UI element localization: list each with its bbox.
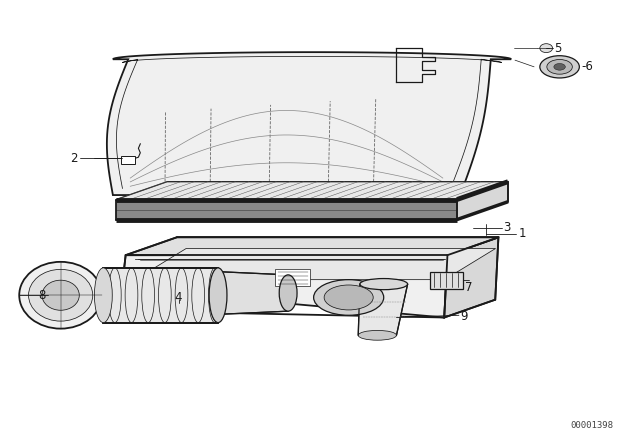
Ellipse shape xyxy=(358,331,396,340)
Text: 00001398: 00001398 xyxy=(570,421,613,430)
Ellipse shape xyxy=(29,269,93,321)
Text: 2: 2 xyxy=(70,151,78,164)
Polygon shape xyxy=(444,237,499,318)
Text: 9: 9 xyxy=(460,310,468,323)
Text: 4: 4 xyxy=(175,291,182,304)
Polygon shape xyxy=(116,182,508,199)
Polygon shape xyxy=(119,255,447,318)
Polygon shape xyxy=(103,268,218,323)
Polygon shape xyxy=(218,271,288,314)
FancyBboxPatch shape xyxy=(121,156,135,164)
Polygon shape xyxy=(457,182,508,220)
Text: 8: 8 xyxy=(38,289,46,302)
Ellipse shape xyxy=(314,280,384,315)
Polygon shape xyxy=(107,52,511,195)
Ellipse shape xyxy=(209,268,227,323)
Text: 1: 1 xyxy=(519,227,526,240)
Text: 3: 3 xyxy=(503,221,510,234)
Ellipse shape xyxy=(19,262,102,329)
Polygon shape xyxy=(125,237,499,255)
Polygon shape xyxy=(135,249,495,280)
Ellipse shape xyxy=(324,285,373,310)
Text: -6: -6 xyxy=(581,60,593,73)
FancyBboxPatch shape xyxy=(275,269,310,286)
Ellipse shape xyxy=(279,275,297,311)
Ellipse shape xyxy=(547,60,572,74)
Ellipse shape xyxy=(95,268,112,323)
FancyBboxPatch shape xyxy=(429,271,463,289)
Ellipse shape xyxy=(554,64,565,70)
Ellipse shape xyxy=(42,280,79,310)
Text: 5: 5 xyxy=(554,42,562,55)
Circle shape xyxy=(540,44,552,52)
Ellipse shape xyxy=(540,56,579,78)
Polygon shape xyxy=(358,284,408,335)
Ellipse shape xyxy=(360,279,408,290)
Text: 7: 7 xyxy=(465,281,472,294)
